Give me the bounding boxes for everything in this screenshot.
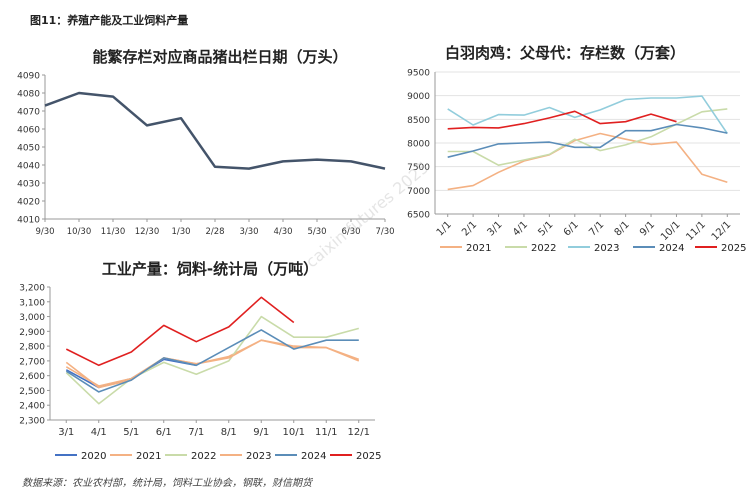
series-line-2024 [65,329,359,393]
x-tick-label: 2/28 [205,227,224,237]
chart-broiler-title: 白羽肉鸡：父母代：存栏数（万套） [445,44,685,62]
x-tick-label: 4/30 [273,227,292,237]
y-tick-label: 4060 [17,126,40,136]
legend-label: 2024 [659,243,684,254]
legend-label: 2023 [594,243,619,254]
y-tick-label: 8500 [407,116,430,126]
y-tick-label: 3,200 [19,284,45,294]
y-tick-label: 3,100 [19,298,45,308]
y-tick-label: 4030 [17,180,40,190]
series-line-2025 [447,110,677,130]
series-line-2024 [447,123,728,158]
y-tick-label: 2,600 [19,372,45,382]
y-tick-label: 4090 [17,72,40,82]
y-tick-label: 2,400 [19,402,45,412]
x-tick-label: 5/30 [307,227,326,237]
x-tick-label: 10/1 [283,427,305,438]
x-tick-label: 9/30 [35,227,54,237]
series-line-2023 [65,339,360,387]
x-tick-label: 8/1 [221,427,237,438]
series-line-2022 [447,108,728,166]
x-tick-label: 6/1 [156,427,172,438]
x-tick-label: 10/30 [67,227,92,237]
legend-label: 2022 [531,243,556,254]
series-line-2021 [447,132,728,191]
y-tick-label: 9500 [407,69,430,79]
legend-label: 2022 [191,451,216,462]
legend-label: 2025 [721,243,746,254]
y-tick-label: 8000 [407,140,430,150]
legend-label: 2024 [301,451,326,462]
x-tick-label: 4/1 [91,427,107,438]
series-line-2025 [65,296,295,367]
y-tick-label: 4020 [17,198,40,208]
y-tick-label: 2,900 [19,328,45,338]
series-line-2023 [447,95,728,134]
data-source: 数据来源：农业农村部，统计局，饲料工业协会，钢联，财信期货 [22,478,312,489]
legend-label: 2025 [356,451,381,462]
x-tick-label: 9/1 [253,427,269,438]
legend-label: 2020 [81,451,106,462]
y-tick-label: 3,000 [19,313,45,323]
y-tick-label: 2,700 [19,357,45,367]
x-tick-label: 6/30 [341,227,360,237]
series-line-2022 [65,315,360,405]
y-tick-label: 6500 [407,211,430,221]
y-tick-label: 4010 [17,216,40,226]
x-tick-label: 12/30 [135,227,160,237]
x-tick-label: 12/1 [348,427,370,438]
y-tick-label: 7000 [407,187,430,197]
y-tick-label: 2,800 [19,343,45,353]
legend-label: 2023 [246,451,271,462]
x-tick-label: 5/1 [123,427,139,438]
y-tick-label: 4080 [17,90,40,100]
series-line-能繁存栏 [44,91,386,170]
x-tick-label: 3/1 [58,427,74,438]
y-tick-label: 2,300 [19,417,45,427]
x-tick-label: 1/30 [171,227,190,237]
y-tick-label: 4070 [17,108,40,118]
y-tick-label: 4050 [17,144,40,154]
figure-title: 图11：养殖产能及工业饲料产量 [30,14,189,27]
x-tick-label: 11/30 [101,227,126,237]
x-tick-label: 11/1 [315,427,337,438]
chart-feed-title: 工业产量：饲料-统计局（万吨） [102,260,318,278]
x-tick-label: 7/1 [188,427,204,438]
legend-label: 2021 [136,451,161,462]
y-tick-label: 9000 [407,92,430,102]
x-tick-label: 3/30 [239,227,258,237]
chart-sow-title: 能繁存栏对应商品猪出栏日期（万头） [92,48,347,66]
legend-label: 2021 [466,243,491,254]
y-tick-label: 4040 [17,162,40,172]
y-tick-label: 2,500 [19,387,45,397]
x-tick-label: 7/30 [375,227,394,237]
y-tick-label: 7500 [407,163,430,173]
